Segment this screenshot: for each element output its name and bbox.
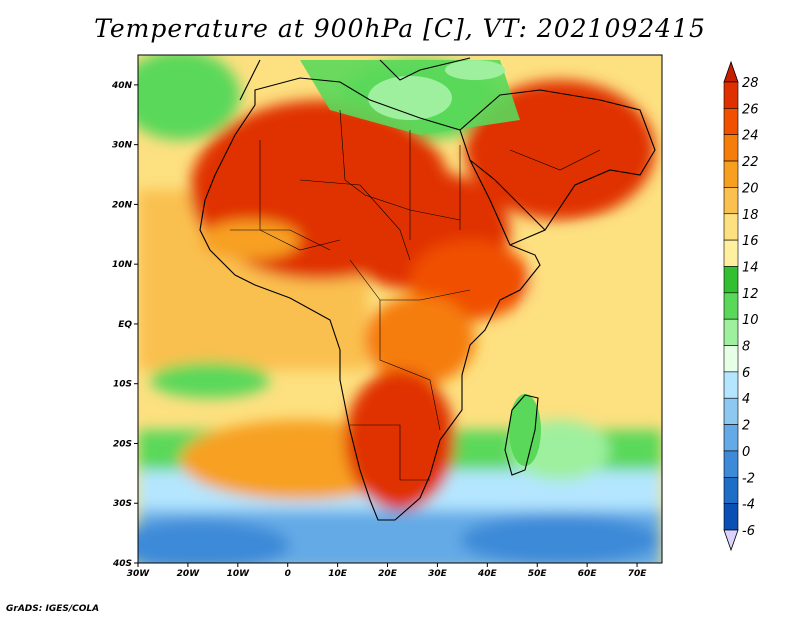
- lon-tick-label: 40E: [477, 569, 498, 579]
- lat-tick-label: 40S: [112, 559, 132, 569]
- colorbar-label: -4: [742, 498, 755, 513]
- lat-tick-label: 20N: [112, 200, 133, 210]
- country-borders: [230, 109, 601, 481]
- colorbar-segment: [723, 371, 739, 399]
- colorbar-segment: [723, 424, 739, 452]
- colorbar-label: 16: [742, 234, 759, 249]
- colorbar-segment: [723, 318, 739, 346]
- colorbar-segment: [723, 213, 739, 241]
- lat-tick-label: 10N: [112, 260, 133, 270]
- lat-tick-label: 40N: [111, 81, 133, 91]
- colorbar-label: 24: [742, 129, 759, 144]
- colorbar-segment: [723, 266, 739, 294]
- colorbar-top-arrow: [723, 60, 739, 83]
- temperature-field: [138, 55, 662, 563]
- colorbar-label: 18: [742, 208, 759, 223]
- map-title: Temperature at 900hPa [C], VT: 202109241…: [94, 14, 706, 43]
- colorbar-label: 22: [742, 155, 759, 170]
- colorbar-label: 12: [742, 287, 759, 302]
- colorbar-label: 4: [742, 392, 750, 407]
- colorbar-bottom-arrow: [723, 529, 739, 552]
- colorbar-segment: [723, 503, 739, 531]
- colorbar-segment: [723, 345, 739, 373]
- lon-tick-label: 20E: [378, 569, 398, 579]
- colorbar-label: 6: [742, 366, 750, 381]
- colorbar-segment: [723, 239, 739, 267]
- latitude-axis: 40N 30N 20N 10N EQ 10S 20S 30S 40S: [111, 81, 138, 569]
- colorbar-label: 26: [742, 102, 759, 117]
- colorbar-label: 2: [742, 419, 750, 434]
- lon-tick-label: 60E: [578, 569, 598, 579]
- map-frame: [137, 54, 663, 564]
- lon-tick-label: 70E: [628, 569, 648, 579]
- lat-tick-label: 30N: [112, 141, 133, 151]
- lon-tick-label: 30W: [127, 569, 151, 579]
- lat-tick-label: 30S: [113, 499, 132, 509]
- colorbar-segment: [723, 476, 739, 504]
- lat-tick-label: 20S: [113, 439, 132, 449]
- lat-tick-label: EQ: [118, 320, 132, 330]
- colorbar-segment: [723, 187, 739, 215]
- credit-text: GrADS: IGES/COLA: [6, 604, 100, 614]
- lon-tick-label: 30E: [428, 569, 448, 579]
- lon-tick-label: 0: [285, 569, 291, 579]
- lon-tick-label: 20W: [177, 569, 201, 579]
- colorbar-label: -2: [742, 471, 755, 486]
- colorbar-segment: [723, 160, 739, 188]
- colorbar-segment: [723, 108, 739, 136]
- longitude-axis: 30W 20W 10W 0 10E 20E 30E 40E 50E 60E 70E: [127, 563, 647, 579]
- colorbar-label: 8: [742, 340, 750, 355]
- colorbar-label: -6: [742, 524, 755, 539]
- colorbar-label: 10: [742, 313, 759, 328]
- colorbar-label: 28: [742, 76, 759, 91]
- colorbar-label: 14: [742, 260, 759, 275]
- colorbar-label: 0: [742, 445, 750, 460]
- lon-tick-label: 50E: [528, 569, 548, 579]
- africa-coastline: [199, 57, 656, 521]
- lon-tick-label: 10W: [227, 569, 251, 579]
- colorbar-segment: [723, 134, 739, 162]
- colorbar-segment: [723, 292, 739, 320]
- colorbar-segment: [723, 397, 739, 425]
- colorbar-segment: [723, 450, 739, 478]
- colorbar-segment: [723, 81, 739, 109]
- lat-tick-label: 10S: [113, 380, 132, 390]
- lon-tick-label: 10E: [328, 569, 348, 579]
- colorbar-label: 20: [742, 181, 759, 196]
